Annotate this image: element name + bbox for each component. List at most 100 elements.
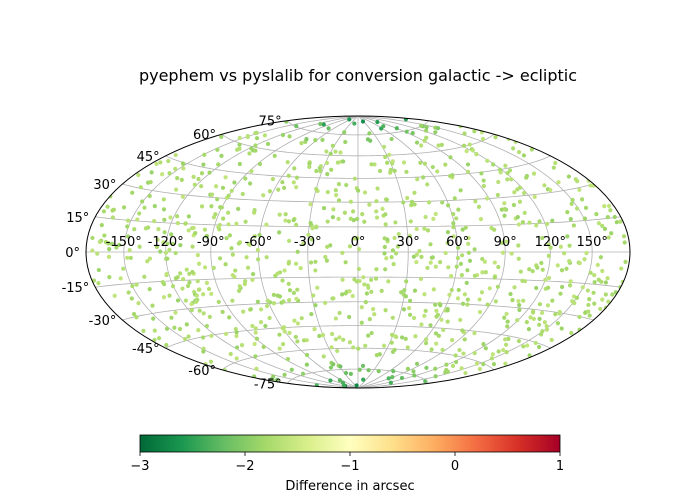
data-point	[190, 244, 195, 249]
data-point	[386, 279, 391, 284]
data-point	[453, 353, 458, 358]
data-point	[147, 286, 152, 292]
data-point	[280, 278, 285, 283]
data-point	[193, 231, 198, 236]
data-point	[477, 309, 483, 315]
data-point	[121, 205, 127, 210]
data-point	[181, 166, 186, 171]
data-point	[459, 273, 465, 278]
data-point	[199, 184, 204, 189]
data-point	[534, 285, 539, 291]
data-point	[148, 179, 153, 185]
data-point	[333, 337, 338, 342]
data-point	[372, 162, 377, 167]
data-point	[209, 291, 214, 296]
data-point	[383, 197, 389, 202]
data-point	[451, 225, 456, 230]
data-point	[596, 221, 602, 226]
data-point	[566, 174, 571, 179]
data-point	[158, 160, 163, 165]
data-point	[449, 274, 454, 279]
data-point	[515, 187, 520, 192]
data-point	[383, 212, 388, 217]
data-point	[351, 345, 356, 350]
data-point	[398, 290, 404, 295]
data-point	[335, 348, 340, 354]
data-point	[162, 217, 167, 222]
data-point	[414, 361, 420, 366]
data-point	[480, 270, 485, 275]
data-point	[286, 298, 292, 303]
data-point	[464, 280, 469, 286]
data-point	[425, 182, 430, 187]
data-point	[445, 203, 451, 208]
x-tick-label: 0°	[351, 235, 366, 250]
colorbar-gradient	[139, 434, 561, 453]
data-point	[404, 279, 409, 284]
data-point	[531, 316, 536, 322]
data-point	[365, 137, 371, 142]
data-point	[189, 301, 194, 307]
data-point	[403, 336, 408, 341]
data-point	[489, 356, 495, 361]
data-point	[328, 365, 334, 370]
data-point	[602, 226, 608, 231]
data-point	[125, 255, 130, 260]
data-point	[324, 258, 330, 263]
data-point	[516, 256, 521, 261]
data-point	[394, 334, 399, 340]
data-point	[173, 250, 178, 256]
data-point	[374, 353, 379, 358]
data-point	[175, 176, 180, 181]
data-point	[254, 366, 259, 371]
data-point	[289, 367, 294, 372]
data-point	[450, 338, 455, 343]
data-point	[314, 224, 319, 229]
data-point	[510, 298, 515, 303]
data-point	[199, 204, 205, 209]
data-point	[173, 187, 179, 192]
data-point	[401, 307, 407, 312]
data-point	[184, 322, 189, 327]
data-point	[482, 259, 488, 264]
data-point	[333, 149, 338, 154]
data-point	[553, 160, 558, 166]
data-point	[107, 247, 112, 252]
data-point	[436, 143, 441, 148]
data-point	[623, 259, 628, 264]
data-point	[366, 285, 371, 290]
data-point	[110, 215, 116, 220]
data-point	[474, 152, 479, 157]
data-point	[367, 131, 372, 136]
data-point	[362, 219, 367, 224]
data-point	[588, 183, 593, 188]
data-point	[236, 288, 242, 293]
data-point	[423, 308, 428, 313]
data-point	[598, 255, 603, 260]
data-point	[262, 133, 267, 138]
colorbar-tick-label: 0	[451, 459, 459, 474]
data-point	[195, 297, 200, 302]
data-point	[592, 280, 597, 285]
data-point	[446, 265, 451, 270]
data-point	[156, 336, 162, 341]
data-point	[467, 142, 472, 147]
data-point	[152, 328, 157, 333]
data-point	[323, 254, 328, 260]
data-point	[440, 347, 445, 352]
data-point	[187, 280, 192, 285]
data-point	[462, 337, 467, 342]
data-point	[162, 230, 167, 235]
data-point	[234, 221, 239, 226]
data-point	[245, 265, 251, 270]
data-point	[215, 147, 220, 152]
data-point	[605, 276, 610, 281]
data-point	[391, 262, 396, 267]
data-point	[132, 227, 137, 232]
data-point	[304, 352, 310, 358]
data-point	[232, 180, 237, 185]
data-point	[341, 159, 346, 164]
data-point	[428, 242, 433, 247]
data-point	[117, 242, 122, 248]
data-point	[299, 316, 304, 321]
